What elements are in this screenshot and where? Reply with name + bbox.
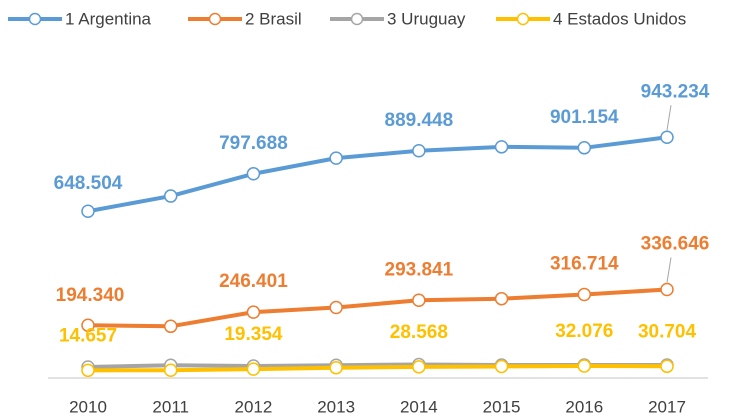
- data-label: 648.504: [54, 173, 123, 194]
- leader-line: [666, 105, 672, 131]
- data-label: 316.714: [550, 254, 619, 275]
- x-tick-label: 2014: [400, 397, 438, 416]
- point: [163, 363, 178, 377]
- data-label: 19.354: [224, 324, 283, 345]
- x-tick-label: 2010: [69, 397, 107, 416]
- series-line: [87, 363, 668, 373]
- point: [163, 319, 178, 334]
- x-tick-label: 2015: [483, 397, 521, 416]
- data-label: 336.646: [641, 234, 710, 255]
- x-tick-label: 2011: [152, 397, 189, 416]
- data-label: 889.448: [385, 110, 454, 131]
- x-tick-label: 2016: [565, 397, 603, 416]
- data-label: 797.688: [219, 133, 288, 154]
- legend-label: 1 Argentina: [65, 9, 152, 28]
- point: [660, 359, 674, 374]
- point: [246, 362, 261, 376]
- x-tick-label: 2017: [648, 397, 686, 416]
- point: [329, 360, 343, 375]
- point: [81, 363, 95, 378]
- point: [660, 130, 674, 144]
- data-label: 943.234: [641, 81, 710, 102]
- legend-label: 2 Brasil: [245, 9, 302, 28]
- point: [412, 143, 426, 158]
- legend-marker: [28, 12, 42, 26]
- point: [329, 300, 343, 315]
- data-label: 246.401: [219, 271, 288, 292]
- point: [412, 360, 426, 374]
- x-tick-label: 2013: [317, 397, 355, 416]
- point: [81, 318, 95, 332]
- legend-label: 4 Estados Unidos: [553, 9, 686, 28]
- legend-marker: [516, 12, 530, 26]
- leader-line: [666, 257, 672, 283]
- point: [246, 305, 261, 319]
- data-label: 901.154: [550, 107, 619, 128]
- data-label: 194.340: [56, 285, 125, 306]
- series-line: [87, 287, 668, 329]
- point: [494, 140, 509, 154]
- data-label: 28.568: [390, 322, 448, 343]
- point: [577, 359, 592, 373]
- series-line: [87, 135, 668, 214]
- point: [494, 291, 509, 306]
- legend-marker: [208, 12, 222, 26]
- point: [163, 189, 178, 203]
- data-label: 293.841: [385, 259, 454, 280]
- data-label: 30.704: [638, 321, 697, 342]
- legend-marker: [350, 12, 364, 26]
- point: [660, 282, 674, 297]
- point: [577, 141, 592, 155]
- point: [494, 359, 509, 374]
- data-label: 14.657: [59, 325, 117, 346]
- legend-label: 3 Uruguay: [387, 9, 466, 28]
- point: [246, 167, 261, 181]
- x-tick-label: 2012: [235, 397, 273, 416]
- point: [577, 287, 592, 302]
- point: [412, 293, 426, 307]
- data-label: 32.076: [555, 321, 613, 342]
- point: [81, 204, 95, 218]
- point: [329, 151, 343, 165]
